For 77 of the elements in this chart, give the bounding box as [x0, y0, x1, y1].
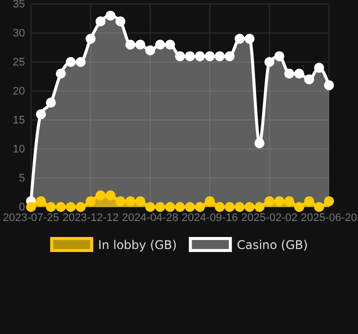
point: [214, 51, 225, 62]
y-tick-label: 0: [18, 202, 25, 214]
point: [244, 34, 255, 44]
y-tick-label: 30: [12, 28, 25, 40]
point: [86, 196, 96, 206]
point: [76, 57, 86, 67]
point: [145, 45, 156, 56]
point: [105, 10, 116, 21]
point: [324, 196, 334, 206]
point: [254, 202, 264, 212]
point: [135, 40, 146, 50]
y-tick-label: 20: [12, 86, 25, 98]
point: [125, 196, 136, 206]
x-tick-label: 2025-06-20: [300, 212, 358, 224]
point: [165, 202, 176, 212]
point: [175, 51, 185, 62]
point: [304, 74, 314, 84]
point: [234, 202, 245, 212]
point: [224, 202, 235, 212]
point: [184, 202, 195, 212]
point: [66, 202, 76, 212]
point: [294, 68, 304, 79]
y-tick-label: 25: [12, 56, 25, 69]
point: [135, 196, 146, 206]
point: [314, 62, 324, 73]
point: [105, 190, 116, 200]
x-tick-label: 2024-04-28: [122, 212, 178, 224]
point: [36, 109, 46, 120]
point: [234, 34, 245, 44]
point: [194, 51, 205, 62]
point: [46, 98, 56, 108]
x-tick-label: 2024-09-16: [182, 212, 238, 224]
point: [244, 202, 255, 212]
x-tick-label: 2025-02-02: [241, 212, 298, 224]
point: [96, 16, 106, 26]
legend-label: In lobby (GB): [98, 238, 177, 252]
point: [314, 202, 324, 212]
point: [56, 68, 66, 79]
point: [224, 51, 235, 62]
point: [125, 40, 136, 50]
point: [115, 196, 126, 206]
point: [66, 57, 76, 67]
point: [274, 51, 284, 62]
point: [204, 196, 215, 206]
point: [274, 196, 284, 206]
point: [175, 202, 185, 212]
x-tick-label: 2023-07-25: [2, 212, 60, 224]
point: [284, 196, 294, 206]
point: [36, 196, 46, 206]
point: [294, 202, 304, 212]
y-tick-label: 10: [12, 144, 25, 156]
point: [214, 202, 225, 212]
point: [204, 51, 215, 62]
x-tick-label: 2023-12-12: [62, 212, 119, 224]
point: [254, 138, 264, 148]
point: [76, 202, 86, 212]
y-tick-label: 35: [12, 0, 25, 11]
point: [304, 196, 314, 206]
point: [96, 190, 106, 200]
point: [194, 202, 205, 212]
point: [264, 57, 274, 67]
point: [56, 202, 66, 212]
point: [184, 51, 195, 62]
point: [155, 202, 166, 212]
point: [284, 68, 294, 79]
legend-label: Casino (GB): [236, 238, 308, 252]
point: [155, 40, 166, 50]
point: [324, 80, 334, 90]
point: [86, 34, 96, 44]
point: [145, 202, 156, 212]
point: [115, 16, 126, 26]
point: [165, 40, 176, 50]
point: [46, 202, 56, 212]
point: [26, 202, 36, 212]
y-tick-label: 15: [12, 114, 25, 127]
y-tick-label: 5: [18, 172, 25, 185]
point: [264, 196, 274, 206]
